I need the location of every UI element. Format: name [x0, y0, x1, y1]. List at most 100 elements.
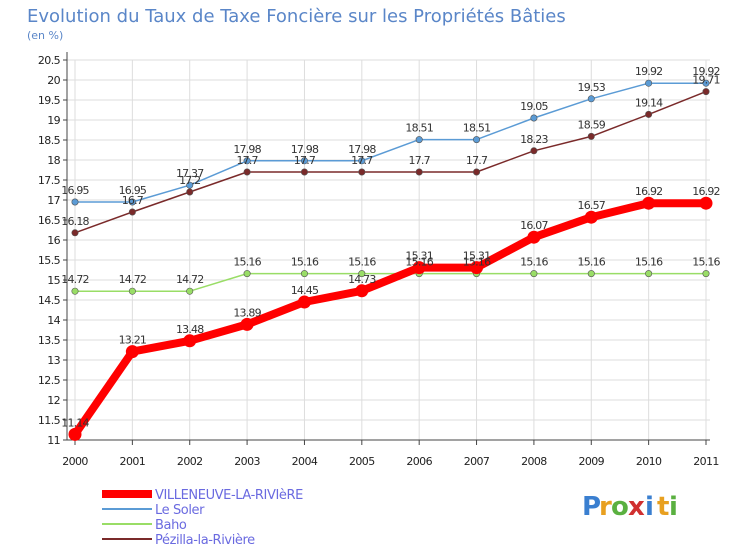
series-point-0	[412, 261, 426, 275]
data-label: 19.14	[635, 96, 663, 109]
series-point-3	[587, 132, 595, 140]
y-tick-label: 17.5	[38, 174, 61, 187]
series-point-3	[473, 168, 481, 176]
series-point-0	[68, 427, 82, 441]
data-label: 17.98	[291, 143, 319, 156]
series-point-1	[358, 157, 366, 165]
y-tick-label: 15.5	[38, 254, 61, 267]
series-point-1	[587, 95, 595, 103]
y-tick-label: 13.5	[38, 334, 61, 347]
series-point-2	[645, 270, 653, 278]
data-label: 19.92	[635, 65, 663, 78]
data-label: 19.53	[578, 81, 606, 94]
series-point-1	[71, 198, 79, 206]
data-label: 15.16	[405, 256, 433, 269]
chart-title: Evolution du Taux de Taxe Foncière sur l…	[27, 6, 566, 27]
data-label: 15.16	[692, 256, 720, 269]
y-tick-label: 17	[47, 194, 60, 207]
x-tick-label: 2001	[120, 455, 146, 468]
series-point-3	[300, 168, 308, 176]
y-tick-label: 18	[47, 154, 60, 167]
legend-label: Baho	[155, 518, 187, 533]
data-label: 18.51	[405, 122, 433, 135]
series-point-2	[358, 270, 366, 278]
x-tick-label: 2004	[292, 455, 318, 468]
logo-letter: i	[645, 492, 655, 522]
series-point-0	[699, 196, 713, 210]
data-label: 14.73	[348, 273, 376, 286]
chart-subtitle: (en %)	[27, 29, 63, 42]
y-tick-label: 16	[47, 234, 60, 247]
data-label: 15.31	[405, 250, 433, 263]
data-label: 16.7	[122, 194, 144, 207]
y-tick-label: 11	[47, 434, 60, 447]
series-point-3	[358, 168, 366, 176]
series-point-0	[125, 345, 139, 359]
series-point-1	[530, 114, 538, 122]
series-point-3	[415, 168, 423, 176]
data-label: 15.16	[291, 256, 319, 269]
series-line-0	[71, 199, 710, 439]
x-tick-label: 2009	[578, 455, 604, 468]
series-point-3	[71, 229, 79, 237]
y-tick-label: 12.5	[38, 374, 61, 387]
series-point-2	[71, 287, 79, 295]
logo-letter: r	[599, 492, 613, 522]
data-label: 14.72	[61, 273, 89, 286]
x-tick-label: 2002	[177, 455, 203, 468]
data-label: 15.16	[578, 256, 606, 269]
series-point-2	[243, 270, 251, 278]
data-label: 16.95	[119, 184, 147, 197]
series-point-3	[243, 168, 251, 176]
logo-letter: t	[657, 492, 670, 522]
data-label: 14.72	[176, 273, 204, 286]
data-label: 17.7	[294, 154, 316, 167]
series-point-1	[415, 136, 423, 144]
data-label: 15.16	[520, 256, 548, 269]
series-point-1	[645, 79, 653, 87]
y-tick-label: 18.5	[38, 134, 61, 147]
series-point-3	[702, 88, 710, 96]
series-point-1	[186, 181, 194, 189]
y-tick-label: 12	[47, 394, 60, 407]
series-point-2	[530, 270, 538, 278]
legend-label: Pézilla-la-Rivière	[155, 533, 255, 548]
x-tick-label: 2011	[693, 455, 719, 468]
series-point-0	[527, 230, 541, 244]
series-point-0	[183, 334, 197, 348]
data-label: 15.16	[348, 256, 376, 269]
series-point-3	[186, 188, 194, 196]
data-label: 16.57	[578, 199, 606, 212]
series-point-1	[243, 157, 251, 165]
series-line-3	[74, 90, 707, 234]
series-point-2	[128, 287, 136, 295]
y-tick-label: 11.5	[38, 414, 61, 427]
data-label: 16.18	[61, 215, 89, 228]
series-point-2	[702, 270, 710, 278]
axes: 11 11.5 12 12.5 13 13.5 14 14.5 15 15.5 16 16.5 17 17…	[38, 52, 719, 468]
data-label: 13.48	[176, 323, 204, 336]
data-label: 16.95	[61, 184, 89, 197]
y-tick-label: 13	[47, 354, 60, 367]
series-point-0	[584, 210, 598, 224]
logo-letter: i	[669, 492, 679, 522]
series-point-0	[297, 295, 311, 309]
series-point-1	[300, 157, 308, 165]
data-label: 15.16	[463, 256, 491, 269]
y-tick-label: 16.5	[38, 214, 61, 227]
data-label: 13.21	[119, 334, 147, 347]
data-label: 17.7	[409, 154, 431, 167]
data-label: 17.7	[466, 154, 488, 167]
series-layer	[68, 79, 713, 441]
series-point-3	[645, 110, 653, 118]
x-tick-label: 2005	[349, 455, 375, 468]
data-label: 16.92	[635, 185, 663, 198]
data-label: 17.7	[236, 154, 258, 167]
data-label: 17.98	[348, 143, 376, 156]
data-label: 14.72	[119, 273, 147, 286]
y-tick-label: 20.5	[38, 54, 61, 67]
series-point-0	[470, 261, 484, 275]
series-point-3	[128, 208, 136, 216]
logo-letter: o	[611, 492, 630, 522]
